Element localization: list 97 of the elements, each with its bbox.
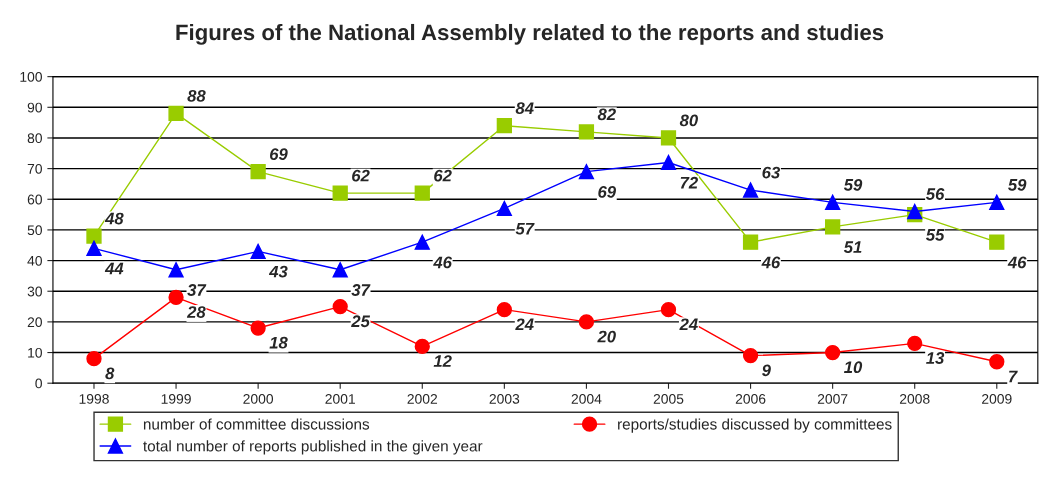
point	[414, 234, 430, 250]
x-tick-label: 2006	[735, 393, 766, 404]
legend-label: reports/studies discussed by committees	[618, 418, 892, 433]
point	[86, 351, 102, 367]
data-label: 88	[187, 90, 206, 102]
point	[414, 185, 430, 201]
data-label: 8	[105, 367, 115, 380]
data-label: 43	[268, 265, 288, 278]
point	[824, 219, 841, 235]
data-label: 24	[679, 318, 698, 331]
x-tick-label: 2007	[817, 393, 848, 404]
y-tick-label: 80	[27, 133, 42, 144]
x-tick-label: 1998	[79, 393, 109, 404]
data-label: 69	[598, 186, 616, 198]
data-label: 20	[597, 330, 616, 343]
data-label: 10	[844, 361, 863, 374]
point	[989, 194, 1005, 210]
point	[332, 185, 348, 201]
point	[168, 105, 184, 122]
data-label: 51	[843, 241, 862, 253]
point	[86, 240, 102, 256]
point	[824, 344, 841, 361]
point	[86, 228, 102, 244]
point	[660, 130, 677, 146]
y-tick-label: 40	[27, 255, 42, 266]
data-label: 62	[434, 169, 452, 182]
point	[250, 164, 266, 180]
point	[168, 262, 184, 278]
point	[250, 320, 266, 336]
data-label: 56	[925, 188, 945, 200]
data-label: 18	[269, 336, 288, 349]
point	[824, 194, 841, 210]
y-tick-label: 70	[27, 163, 42, 174]
legend-label: number of committee discussions	[143, 418, 370, 430]
y-tick-label: 0	[35, 378, 42, 389]
data-label: 55	[925, 229, 945, 241]
point	[660, 154, 677, 171]
point	[907, 335, 923, 351]
point	[168, 289, 184, 306]
data-label: 46	[761, 256, 781, 269]
x-tick-label: 2002	[407, 393, 438, 404]
data-label: 7	[1009, 370, 1018, 383]
point	[496, 118, 512, 134]
point	[989, 234, 1005, 250]
point	[742, 182, 759, 198]
x-tick-label: 2008	[899, 393, 930, 404]
data-label: 44	[104, 262, 124, 275]
y-tick-label: 10	[28, 347, 42, 358]
point	[578, 314, 595, 330]
data-label: 13	[926, 352, 945, 364]
data-label: 25	[351, 315, 371, 328]
point	[414, 338, 430, 355]
data-label: 48	[104, 212, 124, 225]
y-tick-label: 20	[27, 317, 42, 328]
data-label: 9	[762, 364, 771, 377]
y-tick-label: 90	[27, 102, 42, 113]
data-label: 82	[597, 108, 616, 121]
x-tick-label: 2009	[982, 393, 1012, 404]
point	[742, 234, 759, 250]
point	[660, 301, 677, 318]
x-tick-label: 1999	[161, 393, 191, 404]
point	[250, 243, 266, 260]
data-label: 24	[515, 318, 534, 331]
x-tick-label: 2001	[325, 393, 355, 404]
data-label: 46	[433, 256, 453, 269]
data-label: 72	[680, 176, 698, 189]
point	[496, 200, 512, 217]
data-label: 46	[1007, 256, 1027, 269]
point	[989, 354, 1005, 370]
y-tick-label: 30	[27, 286, 42, 297]
y-tick-label: 50	[27, 225, 42, 236]
data-label: 57	[515, 222, 535, 235]
data-label: 37	[187, 284, 207, 296]
point	[578, 164, 595, 180]
x-tick-label: 2000	[243, 393, 274, 404]
point	[332, 298, 348, 315]
data-label: 37	[351, 284, 371, 296]
data-label: 59	[1008, 178, 1027, 191]
x-tick-label: 2004	[571, 393, 602, 404]
point	[332, 262, 348, 278]
data-label: 80	[679, 114, 698, 127]
data-label: 28	[186, 306, 206, 318]
legend-label: total number of reports published in the given year	[143, 440, 483, 455]
point	[742, 347, 759, 364]
chart-title: Figures of the National Assembly related to the reports and studies	[176, 23, 884, 45]
y-tick-label: 60	[27, 194, 42, 205]
data-label: 62	[352, 169, 370, 182]
data-label: 63	[762, 166, 781, 179]
x-tick-label: 2003	[489, 393, 520, 404]
data-label: 59	[843, 178, 863, 191]
x-tick-label: 2005	[653, 393, 684, 404]
point	[578, 124, 595, 140]
data-label: 84	[515, 102, 534, 115]
data-label: 69	[270, 148, 288, 161]
data-label: 12	[433, 355, 452, 367]
point	[496, 301, 512, 318]
y-tick-label: 100	[20, 71, 42, 82]
